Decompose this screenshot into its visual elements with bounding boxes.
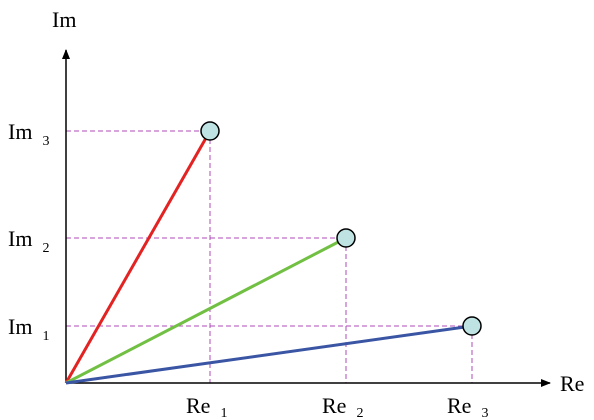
y-axis-label: Im (52, 7, 76, 32)
endpoints (200, 121, 482, 336)
vector-red (64, 130, 212, 384)
im1-label-sub: 1 (42, 329, 49, 344)
re3-label-main: Re (447, 393, 471, 418)
re3-label: Re 3 (447, 393, 488, 420)
x-axis-label: Re (560, 371, 584, 396)
guide-lines (66, 130, 473, 383)
im3-label-sub: 3 (42, 134, 49, 149)
endpoint-green (336, 228, 356, 248)
re1-label-sub: 1 (220, 406, 227, 420)
im1-label-main: Im (8, 314, 32, 339)
im2-label-main: Im (8, 226, 32, 251)
im2-label: Im 2 (8, 226, 49, 256)
re1-label: Re 1 (186, 393, 227, 420)
re1-label-main: Re (186, 393, 210, 418)
vectors (64, 130, 473, 385)
re2-label: Re 2 (322, 393, 363, 420)
re2-label-sub: 2 (356, 406, 363, 420)
im2-label-sub: 2 (42, 241, 49, 256)
endpoint-blue (462, 316, 482, 336)
im3-label-main: Im (8, 119, 32, 144)
vector-green (65, 236, 347, 385)
vector-blue (65, 324, 473, 385)
endpoint-red (200, 121, 220, 141)
re3-label-sub: 3 (481, 406, 488, 420)
im3-label: Im 3 (8, 119, 49, 149)
im1-label: Im 1 (8, 314, 49, 344)
re2-label-main: Re (322, 393, 346, 418)
axes (62, 49, 551, 387)
